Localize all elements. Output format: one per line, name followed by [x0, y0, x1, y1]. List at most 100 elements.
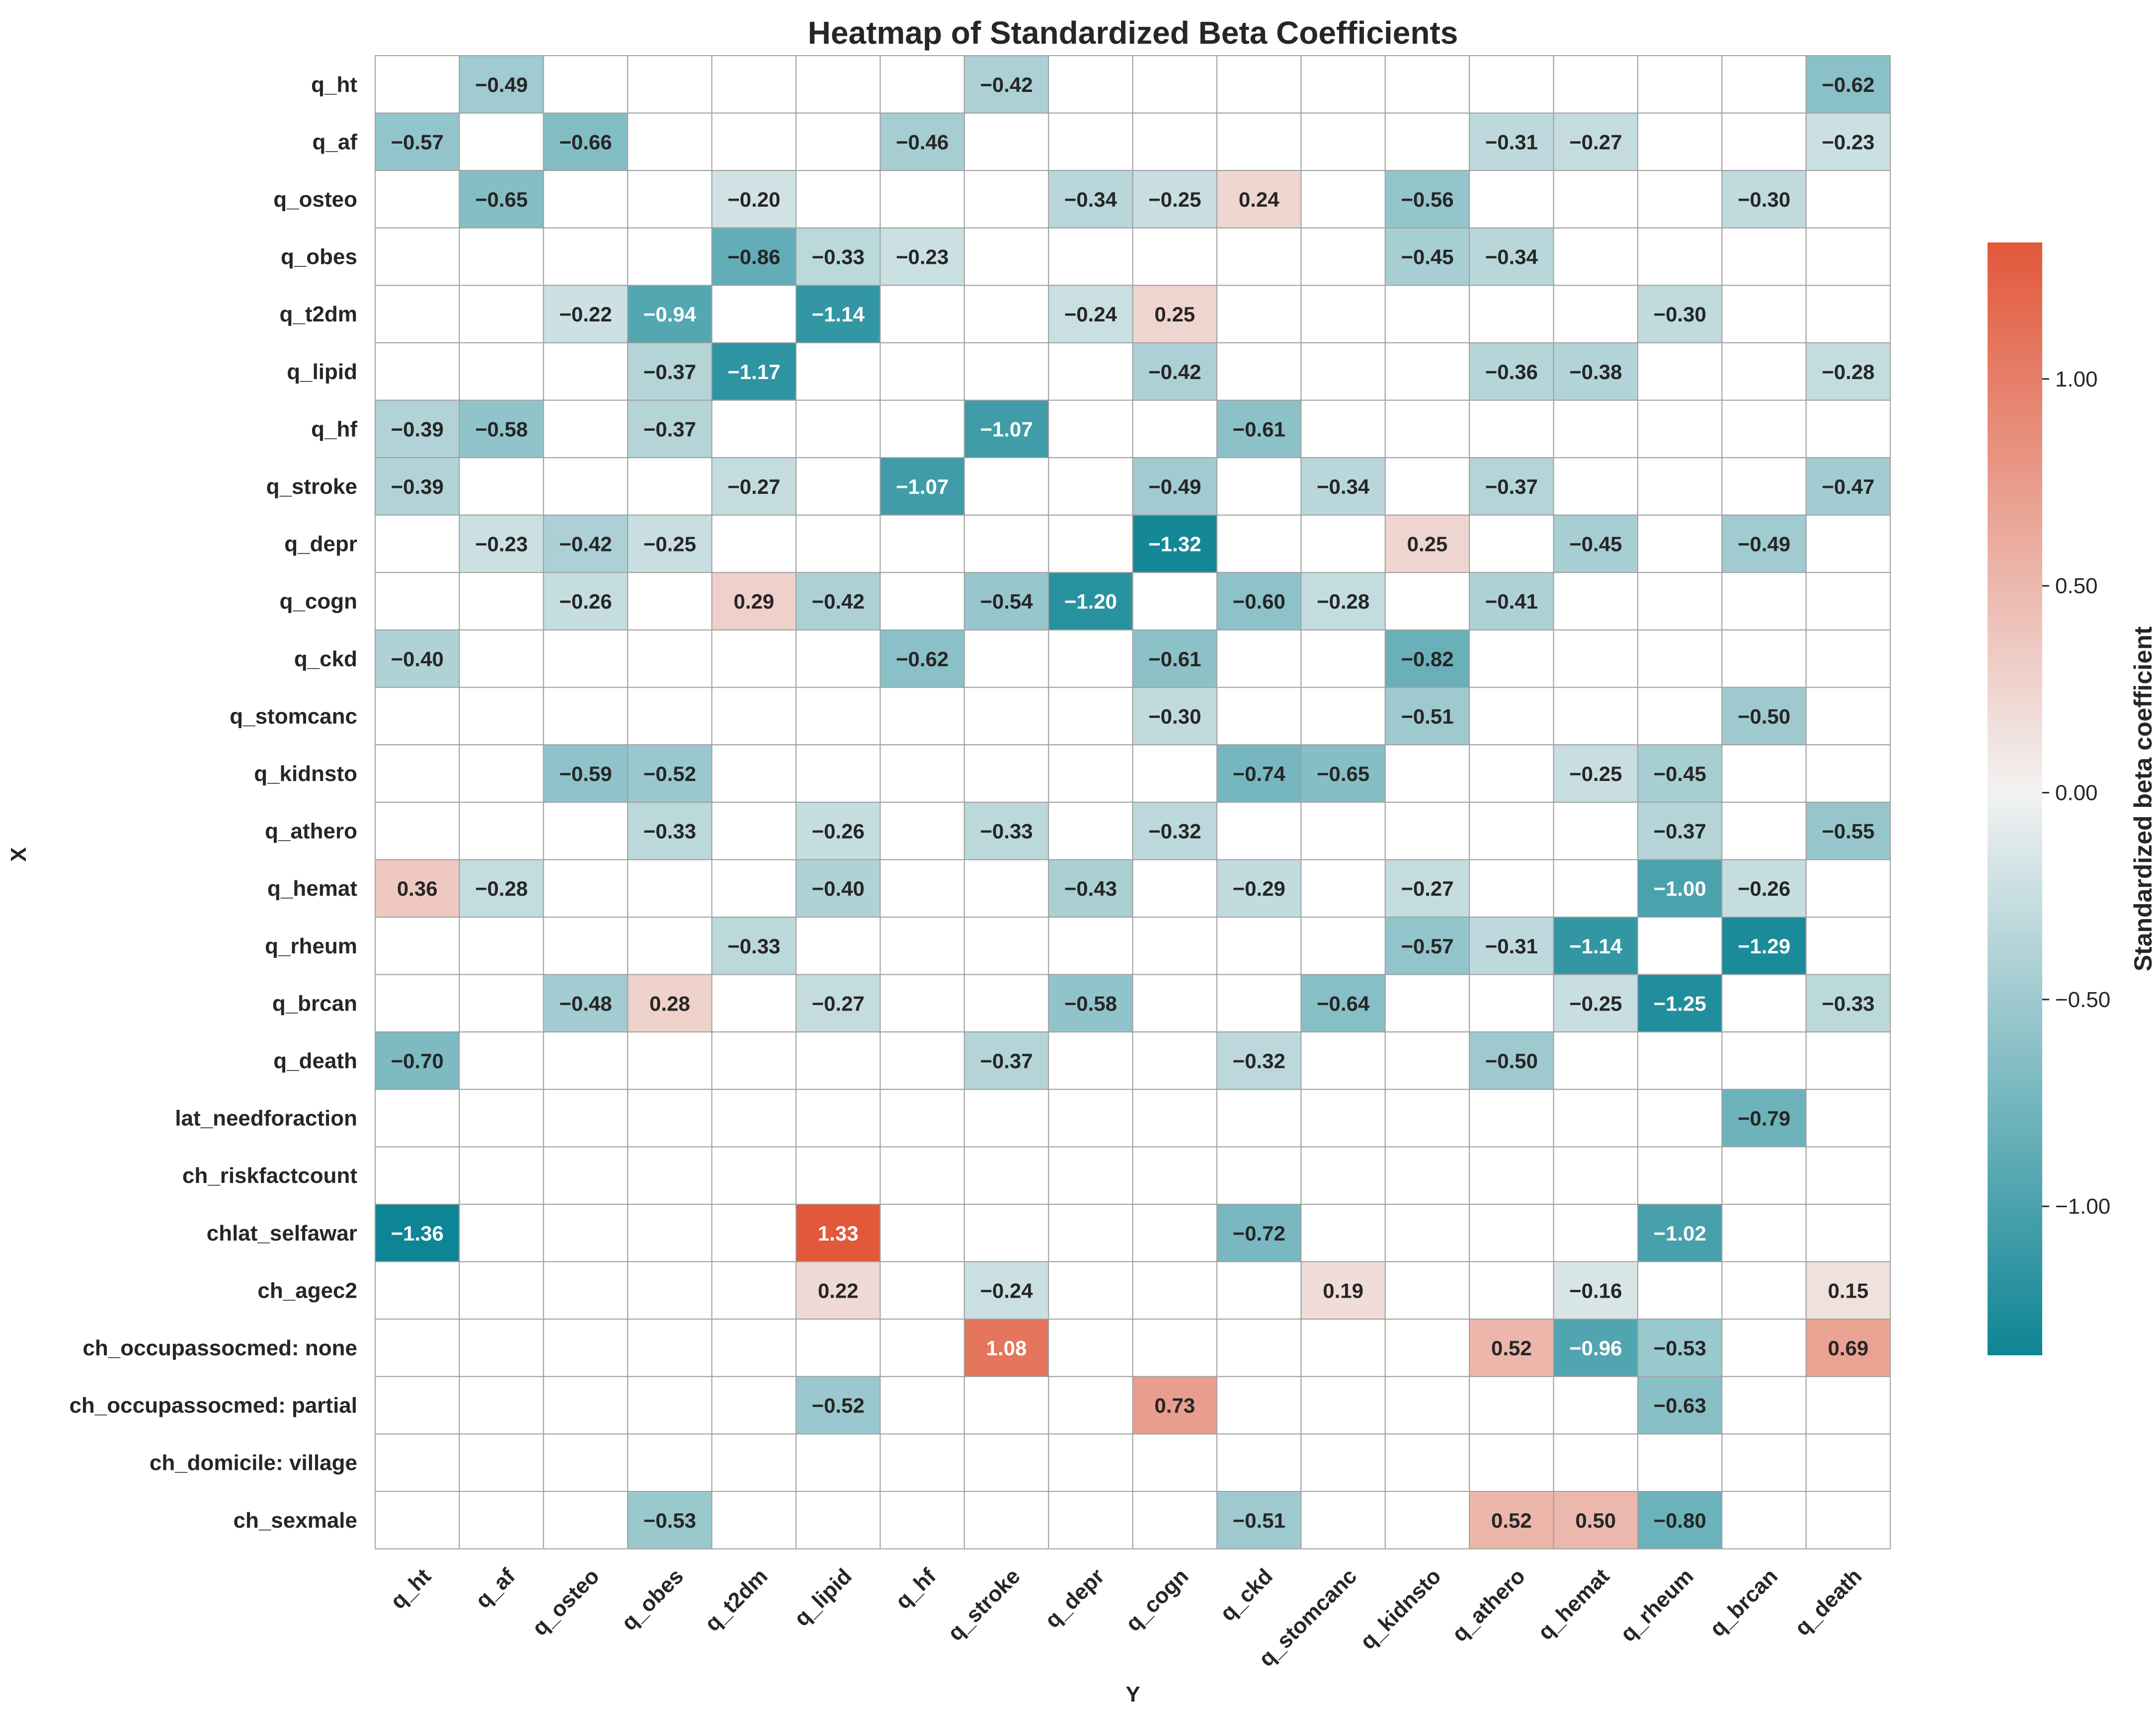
heatmap-cell-empty [627, 629, 713, 688]
y-tick-labels: q_ht q_af q_osteo q_obes q_t2dm q_lipid q_hf q_… [69, 73, 357, 1533]
heatmap-cell [796, 1204, 881, 1262]
cell-value-label: −0.28 [1822, 360, 1874, 384]
heatmap-cell-empty [796, 55, 881, 114]
heatmap-cell-empty [1300, 55, 1386, 114]
heatmap-cell-empty [1553, 170, 1639, 229]
heatmap-cell-empty [1132, 1433, 1218, 1492]
heatmap-cell-empty [1805, 629, 1891, 688]
heatmap-cell-empty [1216, 974, 1302, 1033]
heatmap-cell-empty [1805, 227, 1891, 286]
cell-value-label: −0.37 [643, 417, 696, 441]
cell-value-label: −1.02 [1654, 1222, 1706, 1245]
x-tick-label: q_kidnsto [1356, 1564, 1446, 1654]
heatmap-cell-empty [375, 917, 460, 975]
heatmap-cell-empty [1216, 1319, 1302, 1377]
cell-value-label: −0.26 [1738, 877, 1790, 900]
cell-value-label: −0.51 [1401, 704, 1453, 728]
heatmap-cell [459, 859, 544, 918]
heatmap-cell-empty [1553, 687, 1639, 746]
heatmap-cell-empty [796, 1089, 881, 1148]
heatmap-cell-empty [1132, 974, 1218, 1033]
heatmap-cell-empty [879, 55, 965, 114]
heatmap-cell-empty [1469, 744, 1554, 803]
heatmap-cell-empty [1721, 801, 1807, 860]
heatmap-cell [1469, 227, 1554, 286]
cell-value-label: −0.48 [559, 992, 612, 1015]
y-tick-label: q_osteo [273, 187, 357, 212]
heatmap-cell-empty [1553, 629, 1639, 688]
heatmap-cell-empty [963, 170, 1049, 229]
cell-value-label: 0.22 [818, 1279, 859, 1302]
heatmap-cell-empty [1300, 1319, 1386, 1377]
heatmap-cell-empty [627, 1146, 713, 1205]
heatmap-cell [543, 744, 629, 803]
heatmap-cell [1216, 399, 1302, 459]
heatmap-cell-empty [543, 399, 629, 459]
cell-value-label: 1.33 [818, 1222, 859, 1245]
heatmap-cell-empty [1216, 1261, 1302, 1320]
heatmap-cell-empty [543, 1204, 629, 1262]
heatmap-cell-empty [1553, 227, 1639, 286]
colorbar-tick-label: 0.00 [2055, 781, 2098, 805]
heatmap-cell-empty [711, 399, 797, 459]
heatmap-cell-empty [1216, 112, 1302, 171]
heatmap-cell [796, 859, 881, 918]
heatmap-cell-empty [459, 744, 544, 803]
heatmap-cell-empty [1384, 801, 1470, 860]
heatmap-cell-empty [796, 457, 881, 516]
heatmap-cell-empty [1300, 859, 1386, 918]
heatmap-cell-empty [627, 170, 713, 229]
cell-value-label: −0.30 [1148, 704, 1201, 728]
heatmap-cell-empty [1384, 974, 1470, 1033]
heatmap-cell-empty [1216, 1146, 1302, 1205]
heatmap-cell-empty [543, 1146, 629, 1205]
heatmap-cell [1721, 859, 1807, 918]
heatmap-cell-empty [375, 744, 460, 803]
x-tick-label: q_stroke [943, 1564, 1025, 1645]
heatmap-cell-empty [1300, 1031, 1386, 1090]
heatmap-cell [963, 1319, 1049, 1377]
heatmap-cell-empty [1637, 1433, 1723, 1492]
heatmap-cell-empty [711, 1031, 797, 1090]
cell-value-label: −0.53 [1654, 1336, 1706, 1360]
heatmap-cell-empty [879, 572, 965, 631]
heatmap-cell-empty [1048, 1376, 1133, 1435]
cell-value-label: −0.27 [727, 475, 780, 498]
heatmap-cell-empty [711, 974, 797, 1033]
y-tick-label: q_t2dm [280, 302, 357, 326]
heatmap-cell-empty [711, 744, 797, 803]
heatmap-cell [1216, 1204, 1302, 1262]
heatmap-cell-empty [963, 342, 1049, 401]
cell-value-label: −0.51 [1233, 1509, 1285, 1532]
heatmap-cell-empty [1805, 687, 1891, 746]
heatmap-cell-empty [879, 1319, 965, 1377]
heatmap-cell [459, 55, 544, 114]
heatmap-cell [711, 572, 797, 631]
heatmap-cell-empty [1048, 1146, 1133, 1205]
heatmap-cell [1553, 917, 1639, 975]
heatmap-cell-empty [1216, 457, 1302, 516]
heatmap-cells [375, 55, 1891, 1550]
heatmap-cell-empty [1721, 342, 1807, 401]
y-tick-label: q_ht [311, 73, 357, 97]
colorbar-tick-label: −0.50 [2055, 988, 2110, 1012]
heatmap-cell-empty [627, 1089, 713, 1148]
y-tick-label: q_brcan [272, 991, 357, 1015]
heatmap-cell-empty [543, 457, 629, 516]
heatmap-cell-empty [375, 687, 460, 746]
heatmap-cell-empty [459, 1376, 544, 1435]
cell-value-label: −0.45 [1401, 245, 1453, 269]
cell-value-label: −0.39 [391, 417, 444, 441]
cell-value-label: −1.36 [391, 1222, 444, 1245]
heatmap-cell-empty [963, 112, 1049, 171]
cell-value-label: 0.69 [1828, 1336, 1869, 1360]
cell-value-label: −0.74 [1233, 762, 1286, 785]
heatmap-cell-empty [459, 1146, 544, 1205]
colorbar-ticks: −1.00 −0.50 0.00 0.50 1.00 [2042, 367, 2110, 1219]
y-tick-label: q_ckd [294, 647, 357, 671]
heatmap-cell-empty [1132, 112, 1218, 171]
heatmap-cell-empty [375, 801, 460, 860]
cell-value-label: −0.27 [1569, 130, 1622, 154]
heatmap-cell-empty [543, 1261, 629, 1320]
heatmap-cell-empty [879, 1146, 965, 1205]
